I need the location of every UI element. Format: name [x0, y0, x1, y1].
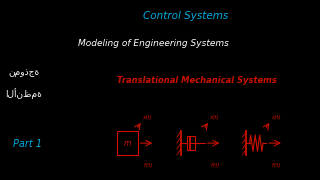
Text: Modeling of Engineering Systems: Modeling of Engineering Systems [78, 39, 229, 48]
Text: F(t): F(t) [144, 163, 154, 168]
Text: x(t): x(t) [210, 114, 219, 120]
Text: m: m [124, 139, 131, 148]
Text: x(t): x(t) [142, 114, 152, 120]
Text: Part 1: Part 1 [12, 139, 42, 149]
Text: نموذجة: نموذجة [8, 68, 40, 77]
Text: F(t): F(t) [272, 163, 282, 168]
Text: x(t): x(t) [271, 114, 281, 120]
Text: F(t): F(t) [211, 163, 220, 168]
Text: الأنظمة: الأنظمة [5, 88, 43, 99]
Text: Translational Mechanical Systems: Translational Mechanical Systems [117, 76, 277, 85]
Text: Control Systems: Control Systems [143, 11, 228, 21]
